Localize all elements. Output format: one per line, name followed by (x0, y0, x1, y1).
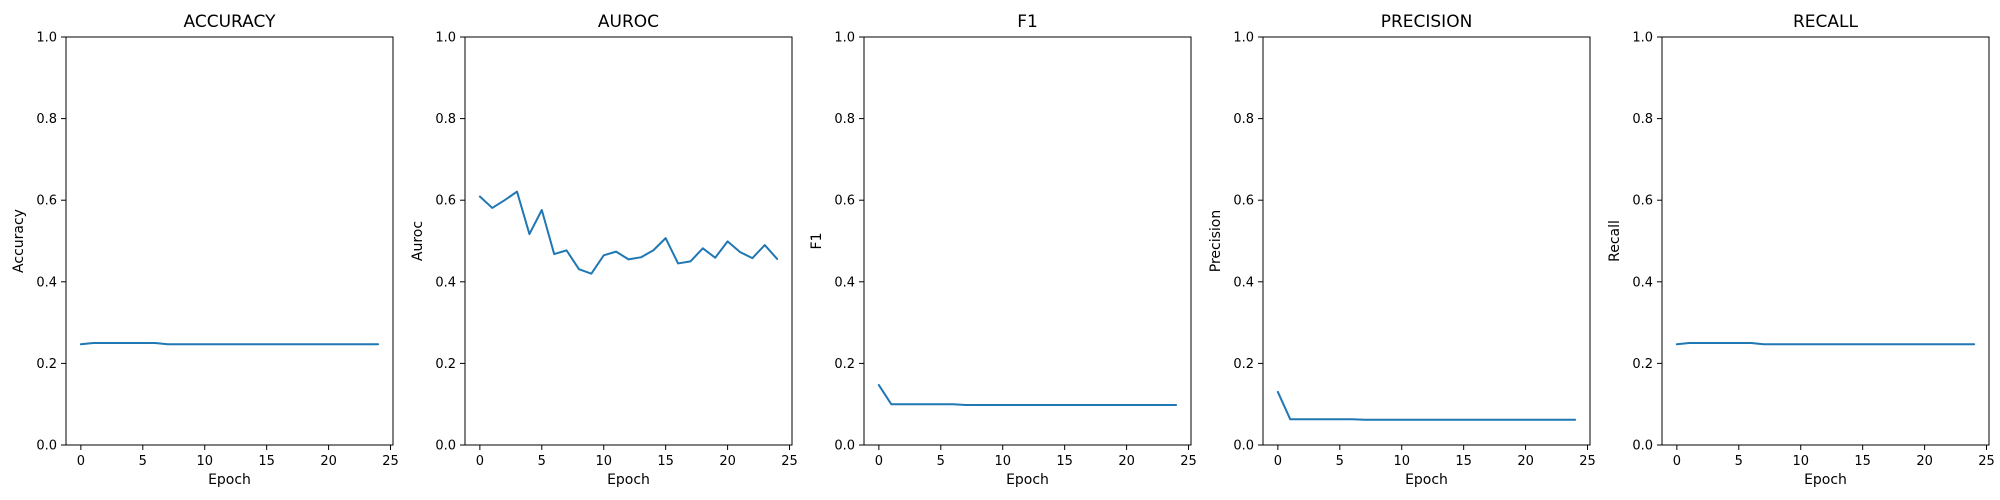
accuracy-series-line (79, 342, 380, 346)
precision-xtick-label: 5 (1336, 454, 1344, 469)
recall-ytick-label: 0.6 (1632, 194, 1653, 209)
accuracy-ytick-label: 0.6 (36, 194, 57, 209)
recall-xtick-label: 0 (1673, 454, 1681, 469)
precision-ylabel: Precision (1208, 210, 1224, 272)
recall-ytick-label: 1.0 (1632, 31, 1653, 46)
f1-xtick-label: 5 (937, 454, 945, 469)
precision-ytick-label: 0.6 (1233, 194, 1254, 209)
f1-ytick-label: 1.0 (834, 31, 855, 46)
recall-xtick-label: 5 (1735, 454, 1743, 469)
recall-xlabel: Epoch (1804, 472, 1847, 488)
f1-axes-frame (863, 36, 1192, 446)
auroc-xtick-label: 15 (657, 454, 674, 469)
recall-title: RECALL (1793, 12, 1859, 32)
accuracy-ylabel: Accuracy (11, 209, 27, 273)
recall-ytick-label: 0.2 (1632, 357, 1653, 372)
f1-xtick-label: 0 (875, 454, 883, 469)
precision-ytick-label: 0.2 (1233, 357, 1254, 372)
precision-xtick-label: 20 (1517, 454, 1534, 469)
auroc-series-line (478, 190, 779, 275)
precision-ytick-label: 1.0 (1233, 31, 1254, 46)
accuracy-xtick-label: 0 (77, 454, 85, 469)
accuracy-ytick-label: 0.2 (36, 357, 57, 372)
precision-title: PRECISION (1381, 12, 1473, 32)
recall-xtick-label: 25 (1978, 454, 1995, 469)
auroc-ytick-label: 0.2 (435, 357, 456, 372)
f1-title: F1 (1017, 12, 1038, 32)
accuracy-panel: ACCURACY 0 5 10 15 20 25 0.0 0.2 0.4 0.6 0.8 1.0 Epoc… (11, 12, 399, 488)
accuracy-xtick-label: 20 (320, 454, 337, 469)
accuracy-axes-frame (65, 36, 394, 446)
auroc-xtick-label: 20 (719, 454, 736, 469)
f1-ytick-label: 0.8 (834, 112, 855, 127)
auroc-title: AUROC (598, 12, 659, 32)
accuracy-xtick-label: 10 (196, 454, 213, 469)
accuracy-ytick-label: 0.8 (36, 112, 57, 127)
f1-ytick-label: 0.4 (834, 275, 855, 290)
recall-panel: RECALL 0 5 10 15 20 25 0.0 0.2 0.4 0.6 0.8 1.0 Epoch R… (1607, 12, 1995, 488)
precision-xtick-label: 10 (1393, 454, 1410, 469)
recall-ytick-label: 0.0 (1632, 439, 1653, 454)
recall-xtick-label: 20 (1916, 454, 1933, 469)
recall-axes-frame (1661, 36, 1990, 446)
f1-xtick-label: 15 (1056, 454, 1073, 469)
f1-xtick-label: 10 (994, 454, 1011, 469)
accuracy-ytick-label: 0.4 (36, 275, 57, 290)
auroc-panel: AUROC 0 5 10 15 20 25 0.0 0.2 0.4 0.6 0.8 1.0 Epoch Au… (410, 12, 798, 488)
precision-xtick-label: 0 (1274, 454, 1282, 469)
precision-ytick-label: 0.0 (1233, 439, 1254, 454)
auroc-xtick-label: 10 (595, 454, 612, 469)
precision-axes-frame (1262, 36, 1591, 446)
f1-ytick-label: 0.2 (834, 357, 855, 372)
auroc-xtick-label: 25 (781, 454, 798, 469)
recall-ylabel: Recall (1607, 220, 1623, 262)
precision-series-line (1276, 390, 1577, 421)
f1-ytick-label: 0.6 (834, 194, 855, 209)
precision-ytick-label: 0.4 (1233, 275, 1254, 290)
auroc-ytick-label: 0.4 (435, 275, 456, 290)
precision-panel: PRECISION 0 5 10 15 20 25 0.0 0.2 0.4 0.6 0.8 1.0 Epo… (1208, 12, 1596, 488)
accuracy-xlabel: Epoch (208, 472, 251, 488)
recall-xtick-label: 15 (1854, 454, 1871, 469)
f1-series-line (877, 384, 1178, 407)
accuracy-xtick-label: 15 (258, 454, 275, 469)
accuracy-title: ACCURACY (184, 12, 277, 32)
precision-ytick-label: 0.8 (1233, 112, 1254, 127)
recall-series-line (1675, 342, 1976, 346)
f1-xlabel: Epoch (1006, 472, 1049, 488)
f1-panel: F1 0 5 10 15 20 25 0.0 0.2 0.4 0.6 0.8 1.0 Epoch F1 (809, 12, 1197, 488)
f1-xtick-label: 20 (1118, 454, 1135, 469)
auroc-ytick-label: 0.8 (435, 112, 456, 127)
recall-ytick-label: 0.8 (1632, 112, 1653, 127)
accuracy-xtick-label: 5 (139, 454, 147, 469)
auroc-ytick-label: 0.0 (435, 439, 456, 454)
auroc-xtick-label: 5 (538, 454, 546, 469)
accuracy-xtick-label: 25 (382, 454, 399, 469)
auroc-ytick-label: 1.0 (435, 31, 456, 46)
f1-ylabel: F1 (809, 233, 825, 250)
auroc-ytick-label: 0.6 (435, 194, 456, 209)
accuracy-ytick-label: 0.0 (36, 439, 57, 454)
auroc-ylabel: Auroc (410, 221, 426, 261)
auroc-axes-frame (464, 36, 793, 446)
recall-ytick-label: 0.4 (1632, 275, 1653, 290)
precision-xtick-label: 15 (1455, 454, 1472, 469)
recall-xtick-label: 10 (1792, 454, 1809, 469)
precision-xtick-label: 25 (1579, 454, 1596, 469)
auroc-xtick-label: 0 (476, 454, 484, 469)
precision-xlabel: Epoch (1405, 472, 1448, 488)
f1-ytick-label: 0.0 (834, 439, 855, 454)
f1-xtick-label: 25 (1180, 454, 1197, 469)
auroc-xlabel: Epoch (607, 472, 650, 488)
accuracy-ytick-label: 1.0 (36, 31, 57, 46)
